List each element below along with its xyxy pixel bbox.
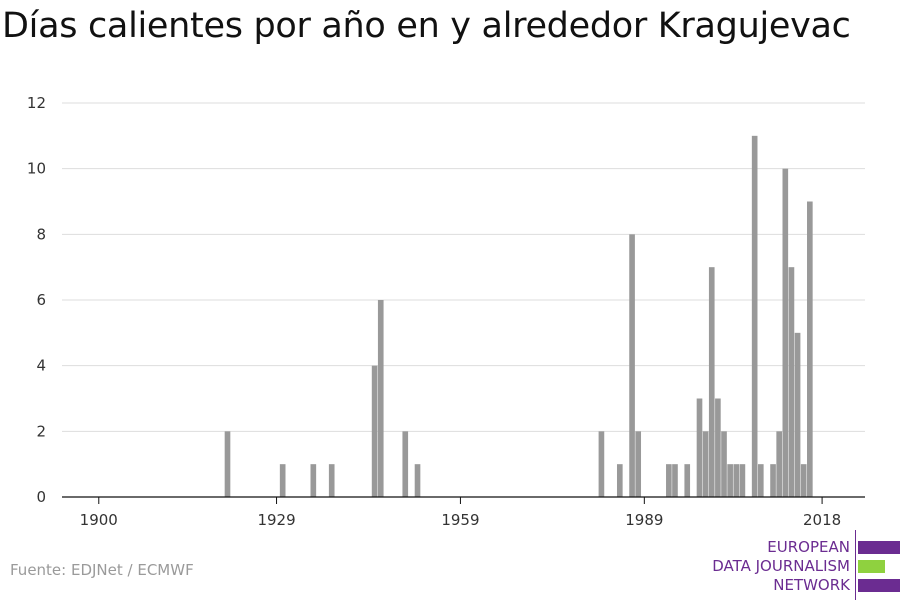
x-tick-label: 1989 bbox=[625, 511, 663, 529]
y-tick-label: 6 bbox=[36, 291, 46, 309]
y-tick-label: 2 bbox=[36, 422, 46, 440]
y-tick-label: 8 bbox=[36, 225, 46, 243]
x-axis-ticks: 1900 1929 1959 1989 2018 bbox=[80, 497, 841, 529]
bar-2000 bbox=[708, 267, 715, 497]
x-tick-label: 1900 bbox=[80, 511, 118, 529]
bar-2004 bbox=[733, 464, 740, 497]
logo-bar-middle bbox=[858, 560, 885, 573]
y-axis-ticks: 0 2 4 6 8 10 12 bbox=[27, 94, 46, 506]
bar-1950 bbox=[402, 431, 409, 497]
y-tick-label: 4 bbox=[36, 357, 46, 375]
bar-1945 bbox=[371, 365, 378, 497]
x-tick-label: 2018 bbox=[803, 511, 841, 529]
bar-1935 bbox=[310, 464, 317, 497]
bar-1998 bbox=[696, 398, 703, 497]
bar-2014 bbox=[794, 332, 801, 497]
source-note: Fuente: EDJNet / ECMWF bbox=[10, 561, 194, 579]
bar-1999 bbox=[702, 431, 709, 497]
bar-1993 bbox=[666, 464, 672, 497]
bar-1938 bbox=[328, 464, 335, 497]
chart-title: Días calientes por año en y alrededor Kr… bbox=[2, 6, 851, 46]
bar-2007 bbox=[751, 135, 758, 498]
bar-2011 bbox=[776, 431, 783, 497]
x-tick-label: 1929 bbox=[257, 511, 295, 529]
logo-divider bbox=[855, 530, 856, 600]
bar-chart: 0 2 4 6 8 10 12 1900 1929 1959 1989 2018 bbox=[27, 94, 865, 529]
bar-2012 bbox=[782, 168, 789, 497]
bar-2001 bbox=[715, 398, 721, 497]
gridlines bbox=[62, 102, 865, 432]
bar-2015 bbox=[800, 464, 807, 497]
y-tick-label: 10 bbox=[27, 160, 46, 178]
edjnet-logo: EUROPEAN DATA JOURNALISM NETWORK bbox=[712, 530, 900, 600]
bar-1952 bbox=[414, 464, 421, 497]
bar-1996 bbox=[684, 464, 691, 497]
logo-line-3: NETWORK bbox=[773, 576, 850, 594]
bar-2008 bbox=[757, 464, 764, 497]
x-tick-label: 1959 bbox=[441, 511, 479, 529]
bar-2016 bbox=[807, 201, 813, 497]
bar-1930 bbox=[279, 464, 286, 497]
bar-1987 bbox=[629, 234, 635, 498]
logo-bar-top bbox=[858, 541, 900, 554]
bar-2010 bbox=[770, 464, 776, 497]
y-tick-label: 12 bbox=[27, 94, 46, 112]
bar-1921 bbox=[224, 431, 231, 497]
logo-line-1: EUROPEAN bbox=[767, 538, 850, 556]
bar-1985 bbox=[616, 464, 623, 497]
bars bbox=[224, 135, 813, 498]
bar-2013 bbox=[788, 267, 795, 497]
bar-2005 bbox=[739, 464, 746, 497]
bar-1988 bbox=[635, 431, 642, 497]
bar-1994 bbox=[672, 464, 678, 497]
bar-1982 bbox=[598, 431, 605, 497]
y-tick-label: 0 bbox=[36, 488, 46, 506]
bar-2003 bbox=[727, 464, 733, 497]
logo-line-2: DATA JOURNALISM bbox=[712, 557, 850, 575]
bar-1946 bbox=[377, 300, 384, 497]
logo-bar-bottom bbox=[858, 579, 900, 592]
bar-2002 bbox=[721, 431, 727, 497]
